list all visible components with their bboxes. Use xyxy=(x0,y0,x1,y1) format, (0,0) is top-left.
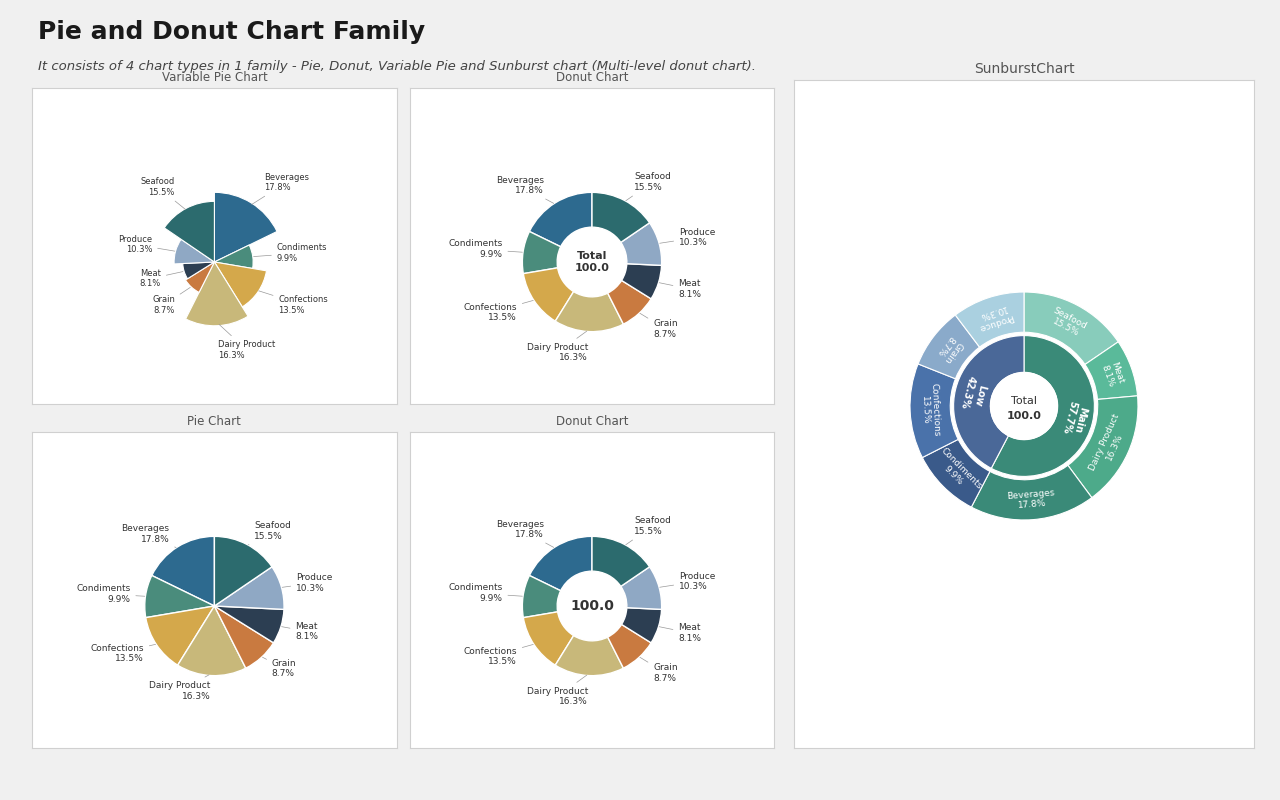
Text: 100.0: 100.0 xyxy=(570,599,614,613)
Text: Seafood
15.5%: Seafood 15.5% xyxy=(1047,306,1089,340)
Wedge shape xyxy=(215,536,271,606)
Text: Meat
8.1%: Meat 8.1% xyxy=(1100,360,1125,389)
Wedge shape xyxy=(621,222,662,266)
Wedge shape xyxy=(522,231,561,274)
Wedge shape xyxy=(215,192,276,262)
Text: Grain
8.7%: Grain 8.7% xyxy=(262,657,297,678)
Wedge shape xyxy=(524,612,573,665)
Text: Confections
13.5%: Confections 13.5% xyxy=(91,644,156,663)
Text: Meat
8.1%: Meat 8.1% xyxy=(659,279,701,298)
Text: Meat
8.1%: Meat 8.1% xyxy=(659,623,701,642)
Wedge shape xyxy=(522,575,561,618)
Wedge shape xyxy=(608,625,652,668)
Title: Donut Chart: Donut Chart xyxy=(556,415,628,428)
Text: Condiments
9.9%: Condiments 9.9% xyxy=(76,584,145,604)
Wedge shape xyxy=(622,608,662,643)
Wedge shape xyxy=(215,606,274,668)
Wedge shape xyxy=(593,192,649,242)
Wedge shape xyxy=(955,292,1024,347)
Text: Meat
8.1%: Meat 8.1% xyxy=(282,622,319,641)
Wedge shape xyxy=(910,364,959,458)
Wedge shape xyxy=(991,336,1094,476)
Text: Seafood
15.5%: Seafood 15.5% xyxy=(626,172,671,201)
Text: Produce
10.3%: Produce 10.3% xyxy=(659,572,716,591)
Wedge shape xyxy=(530,192,591,246)
Wedge shape xyxy=(152,536,215,606)
Wedge shape xyxy=(178,606,246,676)
Wedge shape xyxy=(918,315,979,378)
Text: Produce
10.3%: Produce 10.3% xyxy=(974,302,1015,332)
Wedge shape xyxy=(174,239,215,264)
Text: Confections
13.5%: Confections 13.5% xyxy=(919,383,941,438)
Text: Total
100.0: Total 100.0 xyxy=(575,251,609,273)
Text: Produce
10.3%: Produce 10.3% xyxy=(282,574,333,593)
Text: Dairy Product
16.3%: Dairy Product 16.3% xyxy=(219,325,275,360)
Wedge shape xyxy=(146,606,215,665)
Text: Main
57.7%: Main 57.7% xyxy=(1060,399,1089,438)
Text: Dairy Product
16.3%: Dairy Product 16.3% xyxy=(150,675,211,701)
Text: Dairy Product
16.3%: Dairy Product 16.3% xyxy=(1088,413,1132,477)
Wedge shape xyxy=(186,262,215,292)
Wedge shape xyxy=(608,281,652,324)
Text: Total: Total xyxy=(1011,396,1037,406)
Text: Beverages
17.8%: Beverages 17.8% xyxy=(1006,488,1056,511)
Text: Dairy Product
16.3%: Dairy Product 16.3% xyxy=(526,675,588,706)
Wedge shape xyxy=(621,566,662,610)
Text: Beverages
17.8%: Beverages 17.8% xyxy=(497,519,554,547)
Text: Grain
8.7%: Grain 8.7% xyxy=(640,314,677,338)
Wedge shape xyxy=(215,262,266,307)
Text: Confections
13.5%: Confections 13.5% xyxy=(259,291,328,314)
Text: Confections
13.5%: Confections 13.5% xyxy=(463,645,534,666)
Text: Confections
13.5%: Confections 13.5% xyxy=(463,301,534,322)
Text: Condiments
9.9%: Condiments 9.9% xyxy=(448,583,522,603)
Wedge shape xyxy=(215,566,284,610)
Wedge shape xyxy=(530,536,591,590)
Text: Grain
8.7%: Grain 8.7% xyxy=(152,287,191,315)
Title: Pie Chart: Pie Chart xyxy=(187,415,242,428)
Wedge shape xyxy=(923,439,989,507)
Title: Donut Chart: Donut Chart xyxy=(556,71,628,84)
Text: Low
42.3%: Low 42.3% xyxy=(959,374,988,413)
Text: 100.0: 100.0 xyxy=(1006,411,1042,421)
Text: Seafood
15.5%: Seafood 15.5% xyxy=(626,516,671,545)
Wedge shape xyxy=(556,635,623,676)
Text: Seafood
15.5%: Seafood 15.5% xyxy=(248,521,291,545)
Text: Produce
10.3%: Produce 10.3% xyxy=(659,228,716,247)
Text: Seafood
15.5%: Seafood 15.5% xyxy=(141,177,186,210)
Wedge shape xyxy=(145,575,215,618)
Wedge shape xyxy=(186,262,248,326)
Text: Grain
8.7%: Grain 8.7% xyxy=(934,334,965,365)
Wedge shape xyxy=(164,202,215,262)
Wedge shape xyxy=(556,291,623,332)
Text: Beverages
17.8%: Beverages 17.8% xyxy=(122,524,177,547)
Text: Beverages
17.8%: Beverages 17.8% xyxy=(252,173,310,205)
Text: Beverages
17.8%: Beverages 17.8% xyxy=(497,175,554,203)
Title: Variable Pie Chart: Variable Pie Chart xyxy=(161,71,268,84)
Text: Dairy Product
16.3%: Dairy Product 16.3% xyxy=(526,331,588,362)
Text: Condiments
9.9%: Condiments 9.9% xyxy=(448,239,522,259)
Wedge shape xyxy=(215,245,253,269)
Text: Produce
10.3%: Produce 10.3% xyxy=(118,234,175,254)
Text: Pie and Donut Chart Family: Pie and Donut Chart Family xyxy=(38,20,425,44)
Wedge shape xyxy=(954,336,1024,468)
Text: Condiments
9.9%: Condiments 9.9% xyxy=(932,446,983,498)
Wedge shape xyxy=(183,262,215,278)
Circle shape xyxy=(991,373,1057,439)
Wedge shape xyxy=(622,264,662,299)
Wedge shape xyxy=(524,268,573,321)
Title: SunburstChart: SunburstChart xyxy=(974,62,1074,76)
Wedge shape xyxy=(1068,396,1138,498)
Text: Meat
8.1%: Meat 8.1% xyxy=(140,269,183,289)
Text: Grain
8.7%: Grain 8.7% xyxy=(640,658,677,682)
Wedge shape xyxy=(1085,342,1138,399)
Wedge shape xyxy=(215,606,284,643)
Wedge shape xyxy=(593,536,649,586)
Wedge shape xyxy=(1024,292,1119,365)
Wedge shape xyxy=(972,466,1092,520)
Text: Condiments
9.9%: Condiments 9.9% xyxy=(253,243,328,262)
Text: It consists of 4 chart types in 1 family - Pie, Donut, Variable Pie and Sunburst: It consists of 4 chart types in 1 family… xyxy=(38,60,756,73)
